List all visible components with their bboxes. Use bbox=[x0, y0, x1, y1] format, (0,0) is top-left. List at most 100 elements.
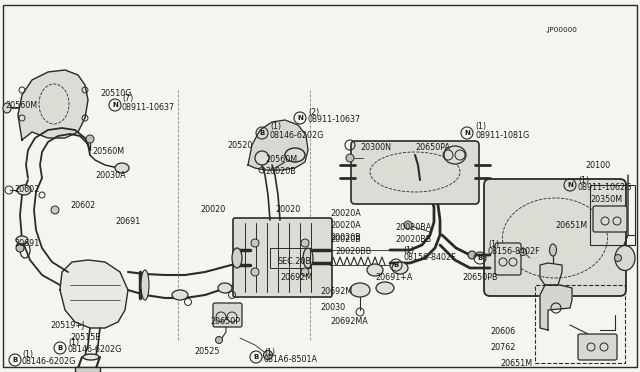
Text: 20692M: 20692M bbox=[320, 288, 352, 296]
Ellipse shape bbox=[367, 264, 383, 276]
Text: (7): (7) bbox=[122, 94, 133, 103]
Text: 20020BB: 20020BB bbox=[335, 247, 371, 257]
Ellipse shape bbox=[255, 151, 269, 165]
Text: 20691: 20691 bbox=[14, 238, 39, 247]
Circle shape bbox=[346, 154, 354, 162]
Circle shape bbox=[251, 268, 259, 276]
Text: 20691: 20691 bbox=[115, 218, 140, 227]
Text: 20020: 20020 bbox=[275, 205, 300, 215]
Text: (1): (1) bbox=[475, 122, 486, 131]
Text: B: B bbox=[259, 130, 264, 136]
Text: N: N bbox=[464, 130, 470, 136]
Text: 20762: 20762 bbox=[490, 343, 515, 353]
Circle shape bbox=[264, 350, 273, 359]
FancyBboxPatch shape bbox=[593, 206, 627, 232]
Polygon shape bbox=[248, 120, 308, 170]
Text: 20560M: 20560M bbox=[5, 100, 37, 109]
Text: 20602: 20602 bbox=[14, 186, 39, 195]
Polygon shape bbox=[540, 285, 572, 330]
Text: 20606: 20606 bbox=[490, 327, 515, 337]
Text: 08911-1081G: 08911-1081G bbox=[475, 131, 529, 140]
Text: (1): (1) bbox=[403, 246, 414, 254]
Ellipse shape bbox=[141, 270, 149, 300]
Text: 20350M: 20350M bbox=[590, 196, 622, 205]
Text: B: B bbox=[58, 345, 63, 351]
Polygon shape bbox=[60, 260, 128, 328]
Text: 20691+A: 20691+A bbox=[375, 273, 412, 282]
Text: (1): (1) bbox=[22, 350, 33, 359]
Polygon shape bbox=[540, 263, 562, 285]
Ellipse shape bbox=[17, 185, 31, 195]
Text: (1): (1) bbox=[68, 337, 79, 346]
Text: 20020A: 20020A bbox=[330, 208, 361, 218]
Ellipse shape bbox=[376, 282, 394, 294]
Text: 20650PB: 20650PB bbox=[462, 273, 497, 282]
Ellipse shape bbox=[615, 246, 635, 270]
Ellipse shape bbox=[172, 290, 188, 300]
Text: (2): (2) bbox=[308, 108, 319, 116]
Text: 20525: 20525 bbox=[194, 347, 220, 356]
Text: 20020A: 20020A bbox=[330, 221, 361, 230]
Text: (1): (1) bbox=[264, 347, 275, 356]
Ellipse shape bbox=[218, 283, 232, 293]
Text: 081A6-8501A: 081A6-8501A bbox=[264, 356, 318, 365]
Text: 08146-6202G: 08146-6202G bbox=[270, 131, 324, 140]
Circle shape bbox=[51, 206, 59, 214]
Ellipse shape bbox=[444, 146, 466, 164]
Text: 20650PA: 20650PA bbox=[415, 144, 450, 153]
Text: 20020BB: 20020BB bbox=[395, 235, 431, 244]
Circle shape bbox=[301, 239, 309, 247]
Ellipse shape bbox=[285, 148, 305, 162]
Polygon shape bbox=[18, 70, 88, 140]
Ellipse shape bbox=[115, 163, 129, 173]
Ellipse shape bbox=[303, 248, 313, 268]
Bar bbox=[535, 285, 625, 363]
Ellipse shape bbox=[83, 354, 99, 360]
Bar bbox=[590, 185, 635, 245]
Text: (1): (1) bbox=[578, 176, 589, 185]
Text: B: B bbox=[12, 357, 18, 363]
Text: 20560M: 20560M bbox=[265, 155, 297, 164]
Text: (1): (1) bbox=[488, 240, 499, 248]
Text: 20651M: 20651M bbox=[555, 221, 587, 230]
Text: 08911-10637: 08911-10637 bbox=[308, 115, 361, 125]
Text: .JP00000: .JP00000 bbox=[545, 27, 577, 33]
Ellipse shape bbox=[350, 283, 370, 297]
Ellipse shape bbox=[232, 248, 242, 268]
Circle shape bbox=[216, 337, 223, 343]
Text: 20020B: 20020B bbox=[265, 167, 296, 176]
Circle shape bbox=[251, 239, 259, 247]
Text: 20020B: 20020B bbox=[330, 234, 361, 243]
Text: B: B bbox=[477, 255, 483, 261]
Ellipse shape bbox=[550, 244, 557, 256]
Text: 20602: 20602 bbox=[70, 201, 95, 209]
Text: 08156-8402F: 08156-8402F bbox=[488, 247, 541, 257]
Text: 20650P: 20650P bbox=[210, 317, 240, 327]
Circle shape bbox=[86, 135, 94, 143]
Ellipse shape bbox=[16, 236, 28, 244]
FancyBboxPatch shape bbox=[578, 334, 617, 360]
FancyBboxPatch shape bbox=[213, 303, 242, 327]
Bar bbox=[270, 248, 310, 268]
Text: 20692M: 20692M bbox=[280, 273, 312, 282]
Text: 20100: 20100 bbox=[585, 160, 610, 170]
Bar bbox=[75, 367, 100, 372]
Text: 08156-8402F: 08156-8402F bbox=[403, 253, 456, 263]
FancyBboxPatch shape bbox=[233, 218, 332, 297]
Ellipse shape bbox=[3, 103, 11, 113]
Circle shape bbox=[614, 254, 621, 262]
Text: 20651M: 20651M bbox=[500, 359, 532, 369]
Text: B: B bbox=[253, 354, 259, 360]
Circle shape bbox=[520, 248, 527, 256]
FancyBboxPatch shape bbox=[484, 179, 626, 296]
Text: 20510G: 20510G bbox=[100, 90, 131, 99]
Text: 20519+J: 20519+J bbox=[50, 321, 84, 330]
Text: 20020: 20020 bbox=[200, 205, 225, 215]
Text: 20300N: 20300N bbox=[360, 144, 391, 153]
Text: 20520: 20520 bbox=[227, 141, 252, 150]
Text: 20692MA: 20692MA bbox=[330, 317, 368, 327]
Text: N: N bbox=[112, 102, 118, 108]
Text: 20030A: 20030A bbox=[95, 170, 125, 180]
Text: 20560M: 20560M bbox=[92, 148, 124, 157]
Text: N: N bbox=[567, 182, 573, 188]
